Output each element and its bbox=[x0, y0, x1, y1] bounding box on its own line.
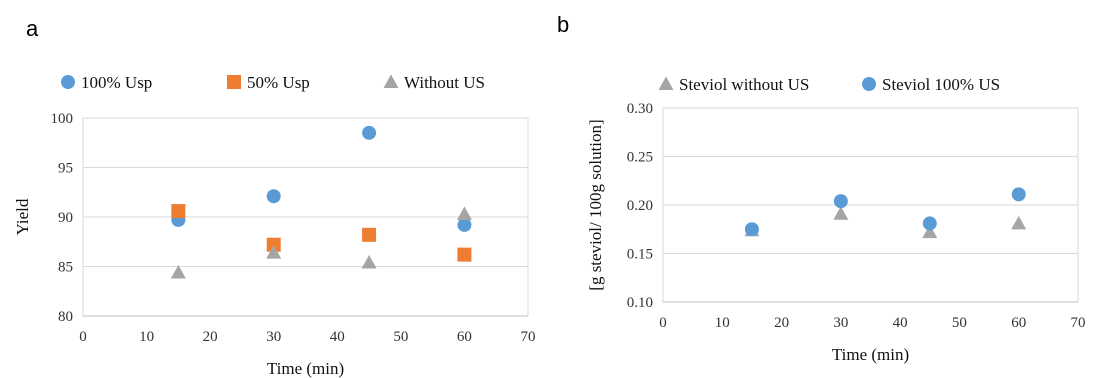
legend-marker bbox=[61, 75, 75, 89]
x-tick-label: 10 bbox=[715, 315, 730, 331]
data-point bbox=[171, 204, 186, 219]
x-axis-title: Time (min) bbox=[832, 345, 909, 364]
x-tick-label: 70 bbox=[1071, 315, 1086, 331]
data-point bbox=[833, 194, 848, 209]
legend-item: Steviol without US bbox=[658, 75, 809, 94]
y-axis-title: [g steviol/ 100g solution] bbox=[586, 119, 605, 290]
y-tick-label: 85 bbox=[58, 260, 73, 276]
legend-label: 100% Usp bbox=[81, 73, 152, 92]
data-point bbox=[922, 224, 938, 239]
legend-item: 50% Usp bbox=[227, 73, 310, 92]
legend-marker bbox=[383, 74, 399, 88]
x-axis-title: Time (min) bbox=[267, 359, 344, 378]
panel-letter: a bbox=[26, 16, 39, 41]
legend-marker bbox=[227, 75, 241, 89]
data-point bbox=[170, 264, 186, 279]
data-point bbox=[457, 217, 472, 232]
x-tick-label: 20 bbox=[203, 329, 218, 345]
data-point bbox=[266, 245, 282, 259]
data-point bbox=[456, 206, 472, 221]
y-tick-label: 0.15 bbox=[627, 247, 653, 263]
data-point bbox=[266, 237, 281, 252]
legend-label: Without US bbox=[404, 73, 485, 92]
data-point bbox=[362, 125, 377, 140]
legend-label: Steviol 100% US bbox=[882, 75, 1000, 94]
y-tick-label: 90 bbox=[58, 210, 73, 226]
legend-label: 50% Usp bbox=[247, 73, 310, 92]
data-point bbox=[266, 189, 281, 204]
x-tick-label: 40 bbox=[330, 329, 345, 345]
x-tick-label: 30 bbox=[266, 329, 281, 345]
x-tick-label: 50 bbox=[952, 315, 967, 331]
series-circle bbox=[171, 125, 472, 232]
x-tick-label: 60 bbox=[457, 329, 472, 345]
panel-b: b 0.10 0.15 0.20 0.25 0.30 0 10 20 30 40 50 60 70 Time… bbox=[557, 12, 1086, 364]
x-tick-label: 60 bbox=[1011, 315, 1026, 331]
y-tick-label: 0.20 bbox=[627, 198, 653, 214]
legend-marker bbox=[658, 76, 674, 90]
series-triangle bbox=[744, 206, 1027, 239]
panel-letter: b bbox=[557, 12, 569, 37]
y-tick-label: 0.25 bbox=[627, 150, 653, 166]
series-square bbox=[171, 204, 472, 262]
y-tick-label: 100 bbox=[51, 111, 74, 127]
x-tick-label: 50 bbox=[393, 329, 408, 345]
data-point bbox=[457, 247, 472, 262]
x-tick-label: 0 bbox=[659, 315, 667, 331]
y-axis-title: Yield bbox=[13, 198, 32, 235]
y-tick-label: 0.30 bbox=[627, 101, 653, 117]
y-tick-label: 80 bbox=[58, 309, 73, 325]
data-point bbox=[922, 216, 937, 231]
panel-a: a 80 85 90 95 100 0 10 20 30 40 50 60 70 Time (min) Yie… bbox=[13, 16, 536, 378]
x-tick-label: 20 bbox=[774, 315, 789, 331]
legend-item: Steviol 100% US bbox=[862, 75, 1000, 94]
x-tick-label: 70 bbox=[521, 329, 536, 345]
x-tick-label: 40 bbox=[893, 315, 908, 331]
data-point bbox=[1011, 215, 1027, 230]
series-triangle bbox=[170, 206, 472, 279]
data-point bbox=[744, 222, 759, 237]
y-tick-label: 95 bbox=[58, 161, 73, 177]
x-tick-label: 10 bbox=[139, 329, 154, 345]
legend-item: Without US bbox=[383, 73, 485, 92]
legend-marker bbox=[862, 77, 876, 91]
legend-item: 100% Usp bbox=[61, 73, 152, 92]
x-tick-label: 30 bbox=[833, 315, 848, 331]
data-point bbox=[361, 255, 377, 269]
data-point bbox=[362, 227, 377, 242]
series-circle bbox=[744, 187, 1026, 237]
data-point bbox=[833, 206, 849, 220]
y-tick-label: 0.10 bbox=[627, 295, 653, 311]
x-tick-label: 0 bbox=[79, 329, 87, 345]
legend-label: Steviol without US bbox=[679, 75, 809, 94]
data-point bbox=[1011, 187, 1026, 202]
